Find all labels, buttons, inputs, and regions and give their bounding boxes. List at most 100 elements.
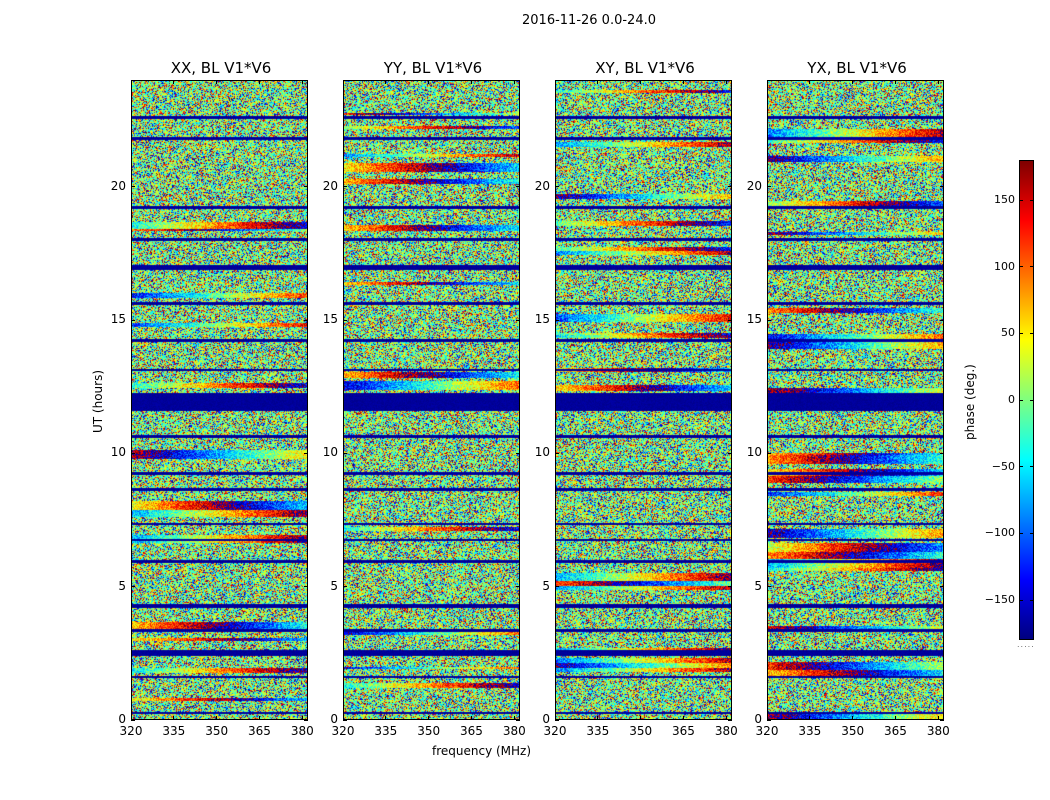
x-tick-mark bbox=[682, 716, 684, 720]
x-tick-mark bbox=[894, 716, 896, 720]
x-tick-mark bbox=[597, 716, 599, 720]
x-tick-mark bbox=[173, 80, 175, 84]
y-tick-mark bbox=[728, 586, 732, 588]
x-tick-label: 350 bbox=[629, 724, 653, 738]
colorbar-tick-mark bbox=[1030, 199, 1034, 201]
colorbar-tick-mark bbox=[1030, 466, 1034, 468]
x-tick-label: 335 bbox=[586, 724, 610, 738]
y-tick-label: 15 bbox=[534, 312, 550, 326]
y-tick-mark bbox=[728, 452, 732, 454]
panel-title-xy: XY, BL V1*V6 bbox=[595, 59, 695, 77]
x-tick-mark bbox=[894, 80, 896, 84]
y-tick-label: 20 bbox=[110, 178, 126, 193]
x-tick-label: 335 bbox=[162, 724, 186, 738]
y-tick-mark bbox=[131, 586, 135, 588]
y-tick-mark bbox=[940, 319, 944, 321]
y-tick-mark bbox=[767, 319, 771, 321]
colorbar-tick-mark bbox=[1030, 399, 1034, 401]
x-tick-mark bbox=[640, 716, 642, 720]
x-tick-label: 320 bbox=[331, 724, 355, 738]
colorbar-tick-label: −50 bbox=[991, 459, 1015, 473]
x-tick-mark bbox=[597, 80, 599, 84]
heatmap-canvas-xy bbox=[556, 81, 731, 719]
x-tick-label: 320 bbox=[119, 724, 143, 738]
colorbar-tick-label: 150 bbox=[994, 193, 1015, 206]
colorbar-tick-mark bbox=[1030, 599, 1034, 601]
x-tick-label: 380 bbox=[290, 724, 314, 738]
colorbar-footer: ..... bbox=[1017, 640, 1035, 649]
colorbar-tick-mark bbox=[1019, 332, 1023, 334]
x-tick-mark bbox=[554, 80, 556, 84]
y-tick-label: 5 bbox=[542, 578, 550, 593]
x-tick-mark bbox=[385, 716, 387, 720]
y-tick-mark bbox=[304, 452, 308, 454]
y-tick-label: 15 bbox=[746, 312, 762, 326]
y-tick-mark bbox=[131, 719, 135, 721]
x-tick-mark bbox=[766, 80, 768, 84]
x-tick-label: 365 bbox=[460, 724, 483, 738]
colorbar-label: phase (deg.) bbox=[963, 364, 977, 440]
x-tick-mark bbox=[682, 80, 684, 84]
y-tick-label: 10 bbox=[746, 445, 762, 460]
y-axis-label: UT (hours) bbox=[91, 369, 105, 433]
heatmap-panel-xy bbox=[555, 80, 732, 720]
x-axis-label: frequency (MHz) bbox=[432, 744, 532, 758]
y-tick-mark bbox=[516, 586, 520, 588]
heatmap-panel-yy bbox=[343, 80, 520, 720]
x-tick-mark bbox=[428, 80, 430, 84]
y-tick-mark bbox=[516, 452, 520, 454]
y-tick-mark bbox=[343, 319, 347, 321]
x-tick-mark bbox=[937, 80, 939, 84]
colorbar-tick-label: 50 bbox=[1001, 326, 1015, 340]
y-tick-mark bbox=[555, 452, 559, 454]
x-tick-mark bbox=[470, 716, 472, 720]
x-tick-mark bbox=[725, 80, 727, 84]
y-tick-mark bbox=[767, 452, 771, 454]
x-tick-mark bbox=[130, 80, 132, 84]
y-tick-mark bbox=[728, 186, 732, 188]
x-tick-mark bbox=[809, 80, 811, 84]
y-tick-label: 10 bbox=[534, 445, 550, 460]
x-tick-mark bbox=[766, 716, 768, 720]
x-tick-mark bbox=[554, 716, 556, 720]
x-tick-mark bbox=[173, 716, 175, 720]
colorbar-tick-mark bbox=[1019, 399, 1023, 401]
x-tick-mark bbox=[342, 716, 344, 720]
y-tick-mark bbox=[516, 319, 520, 321]
x-tick-mark bbox=[301, 716, 303, 720]
y-tick-label: 0 bbox=[754, 712, 762, 726]
x-tick-label: 380 bbox=[502, 724, 526, 738]
x-tick-label: 335 bbox=[798, 724, 822, 738]
y-tick-mark bbox=[940, 719, 944, 721]
y-tick-label: 20 bbox=[322, 178, 338, 193]
y-tick-mark bbox=[131, 452, 135, 454]
x-tick-mark bbox=[513, 716, 515, 720]
y-tick-mark bbox=[767, 586, 771, 588]
x-tick-mark bbox=[301, 80, 303, 84]
x-tick-mark bbox=[258, 716, 260, 720]
x-tick-mark bbox=[216, 716, 218, 720]
y-tick-mark bbox=[555, 719, 559, 721]
heatmap-panel-xx bbox=[131, 80, 308, 720]
x-tick-label: 335 bbox=[374, 724, 398, 738]
y-tick-mark bbox=[516, 719, 520, 721]
y-tick-mark bbox=[555, 319, 559, 321]
x-tick-label: 380 bbox=[926, 724, 950, 738]
y-tick-mark bbox=[940, 186, 944, 188]
colorbar-tick-label: 100 bbox=[994, 259, 1015, 273]
x-tick-mark bbox=[640, 80, 642, 84]
x-tick-label: 380 bbox=[714, 724, 738, 738]
y-tick-label: 0 bbox=[330, 712, 338, 726]
panel-title-yy: YY, BL V1*V6 bbox=[383, 59, 483, 77]
panel-title-xx: XX, BL V1*V6 bbox=[170, 59, 272, 77]
y-tick-mark bbox=[343, 452, 347, 454]
x-tick-mark bbox=[513, 80, 515, 84]
figure-suptitle: 2016-11-26 0.0-24.0 bbox=[522, 13, 656, 28]
y-tick-mark bbox=[131, 186, 135, 188]
y-tick-label: 5 bbox=[754, 578, 762, 593]
x-tick-mark bbox=[130, 716, 132, 720]
y-tick-mark bbox=[304, 319, 308, 321]
panel-title-yx: YX, BL V1*V6 bbox=[807, 59, 907, 77]
heatmap-canvas-yy bbox=[344, 81, 519, 719]
y-tick-label: 0 bbox=[542, 712, 550, 726]
